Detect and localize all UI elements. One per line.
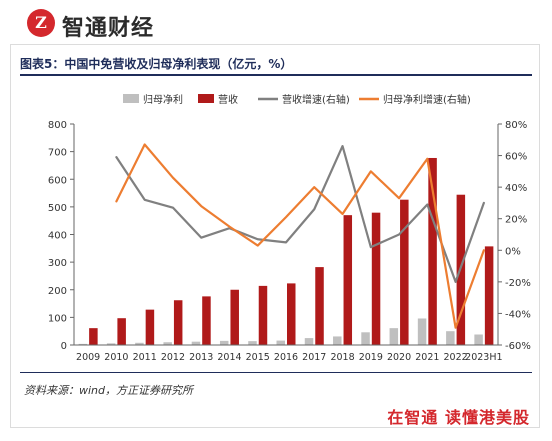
right-tick-label: 0%: [505, 246, 521, 257]
net-profit-bar: [389, 328, 399, 345]
revenue-bar: [230, 289, 239, 345]
right-tick-label: -60%: [505, 341, 531, 352]
x-tick-label: 2011: [133, 352, 157, 363]
revenue-bar: [117, 318, 126, 345]
x-tick-label: 2015: [246, 352, 270, 363]
revenue-bar: [484, 246, 494, 345]
left-tick-label: 200: [48, 286, 67, 297]
line-series-group: [115, 143, 485, 329]
right-tick-label: 40%: [505, 183, 527, 194]
net-profit-bar: [304, 338, 314, 345]
revenue-bar: [315, 267, 324, 345]
net-profit-bar: [248, 341, 257, 345]
left-tick-label: 400: [48, 231, 67, 242]
x-tick-label: 2009: [76, 352, 100, 363]
left-tick-label: 800: [48, 120, 67, 131]
net-profit-bar: [219, 340, 229, 345]
legend-label: 营收: [218, 93, 238, 106]
left-tick-label: 100: [48, 313, 67, 324]
legend-label: 归母净利: [143, 93, 183, 106]
left-tick-label: 300: [48, 258, 67, 269]
footer-rule: [20, 372, 532, 373]
x-tick-label: 2019: [359, 352, 383, 363]
revenue-bar: [89, 328, 98, 345]
source-note: 资料来源：wind，方正证券研究所: [24, 384, 194, 397]
revenue-bar: [258, 285, 268, 345]
net-profit-bar: [106, 343, 116, 345]
right-tick-label: 80%: [505, 120, 527, 131]
net-profit-bar: [333, 336, 342, 345]
right-tick-label: -20%: [505, 278, 531, 289]
figure-frame: [10, 44, 540, 428]
net-profit-bar: [135, 342, 144, 345]
left-tick-label: 700: [48, 148, 67, 159]
net-profit-bar: [361, 332, 370, 345]
x-tick-label: 2010: [104, 352, 128, 363]
x-tick-label: 2017: [302, 352, 326, 363]
net-profit-bar: [417, 318, 427, 345]
chart-legend: 归母净利 营收 营收增速(右轴) 归母净利增速(右轴): [123, 93, 471, 106]
revenue-bar: [287, 283, 296, 345]
right-tick-label: 60%: [505, 152, 527, 163]
net-profit-bar: [446, 331, 455, 345]
revenue-bar: [343, 215, 353, 345]
revenue-bar: [173, 300, 183, 345]
brand-header: Z 智通财经: [0, 0, 552, 50]
revenue-bar: [428, 157, 437, 345]
legend-label: 营收增速(右轴): [282, 93, 350, 106]
right-tick-label: -40%: [505, 309, 531, 320]
legend-label: 归母净利增速(右轴): [383, 93, 471, 106]
net-profit-bar: [191, 341, 201, 345]
x-tick-label: 2022: [444, 352, 468, 363]
x-tick-label: 2014: [217, 352, 241, 363]
net-profit-bar: [276, 340, 285, 345]
revenue-growth-line: [115, 145, 485, 283]
brand-logo-icon: Z: [27, 9, 55, 37]
legend-swatch: [198, 94, 214, 103]
legend-swatch: [123, 94, 139, 103]
x-tick-label: 2021: [415, 352, 439, 363]
brand-name: 智通财经: [62, 16, 155, 41]
revenue-bar: [202, 296, 211, 345]
left-tick-label: 500: [48, 203, 67, 214]
title-rule: [20, 74, 532, 76]
x-tick-label: 2020: [387, 352, 411, 363]
x-tick-label: 2013: [189, 352, 213, 363]
net-profit-bar: [78, 343, 88, 345]
net-profit-bar: [474, 334, 483, 345]
x-tick-label: 2023H1: [465, 352, 502, 363]
revenue-bar: [371, 212, 381, 345]
x-tick-label: 2016: [274, 352, 298, 363]
x-tick-label: 2018: [330, 352, 354, 363]
revenue-bar: [400, 199, 409, 345]
net-profit-bar: [163, 342, 172, 345]
left-tick-label: 0: [61, 341, 67, 352]
footer-slogan: 在智通 读懂港美股: [387, 408, 530, 427]
revenue-bar: [145, 309, 155, 345]
net-profit-growth-line: [115, 143, 485, 329]
x-tick-label: 2012: [161, 352, 185, 363]
left-tick-label: 600: [48, 175, 67, 186]
chart-axes: 0 100 200 300 400 500 600 700 800 -60% -40% -20% 0% 2…: [48, 120, 531, 363]
figure-title: 图表5：中国中免营收及归母净利表现（亿元，%）: [20, 57, 293, 71]
right-tick-label: 20%: [505, 215, 527, 226]
